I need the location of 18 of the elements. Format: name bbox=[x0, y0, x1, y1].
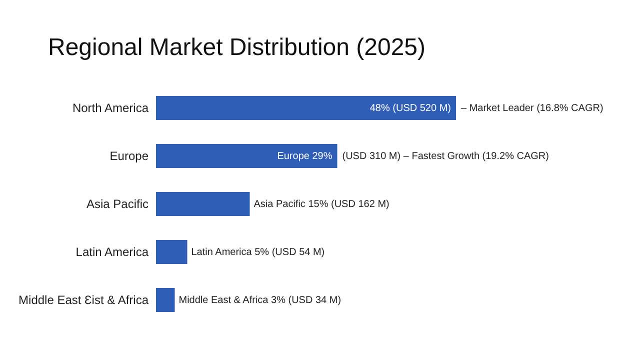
data-label: 48% (USD 520 M) bbox=[370, 103, 451, 114]
bar bbox=[156, 96, 456, 120]
data-label: Asia Pacific 15% (USD 162 M) bbox=[254, 199, 390, 210]
data-label: Latin America 5% (USD 54 M) bbox=[191, 247, 325, 258]
data-label: Middle East & Africa 3% (USD 34 M) bbox=[178, 295, 342, 306]
chart-title: Regional Market Distribution (2025) bbox=[48, 34, 426, 61]
bar bbox=[156, 192, 250, 216]
annotation: (USD 310 M) – Fastest Growth (19.2% CAGR) bbox=[342, 151, 549, 162]
annotation: – Market Leader (16.8% CAGR) bbox=[461, 103, 604, 114]
y-tick-label: Middle East Ɛist & Africa bbox=[18, 293, 149, 307]
bar bbox=[156, 288, 175, 312]
y-tick-label: Asia Pacific bbox=[86, 197, 148, 211]
bar bbox=[156, 240, 188, 264]
y-tick-label: Europe bbox=[110, 149, 149, 163]
bar bbox=[156, 144, 338, 168]
y-tick-label: Latin America bbox=[76, 245, 149, 259]
data-label: Europe 29% bbox=[277, 151, 332, 162]
y-tick-label: North America bbox=[72, 101, 149, 115]
